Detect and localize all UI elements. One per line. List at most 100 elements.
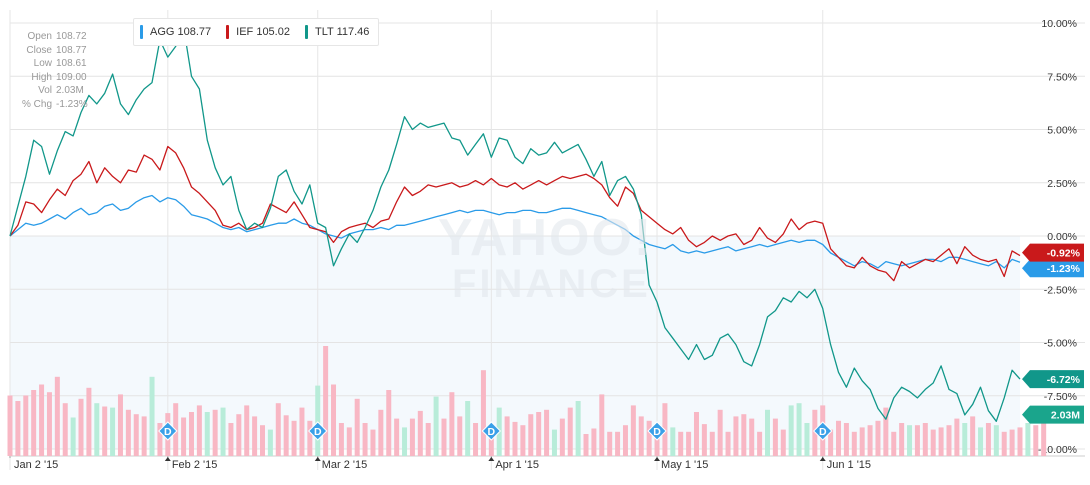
- dividend-marker: D: [308, 421, 328, 441]
- dividend-tick: [164, 457, 171, 461]
- ohlc-value: 108.72: [56, 31, 87, 42]
- volume-bar: [110, 407, 116, 456]
- watermark-yahoo: YAHOO!: [438, 209, 654, 267]
- volume-bar: [196, 405, 202, 456]
- volume-bar: [812, 409, 818, 456]
- ohlc-label: % Chg: [21, 98, 52, 110]
- volume-bar: [851, 431, 857, 456]
- legend-item-ief[interactable]: IEF 105.02: [220, 19, 299, 45]
- dividend-label: D: [164, 426, 172, 438]
- volume-bar: [62, 403, 68, 456]
- volume-bar: [291, 420, 297, 456]
- volume-bar: [244, 405, 250, 456]
- volume-bar: [607, 431, 613, 456]
- flag-ief-shape: [1022, 243, 1084, 262]
- legend-item-tlt[interactable]: TLT 117.46: [299, 19, 378, 45]
- volume-bar: [914, 425, 920, 456]
- volume-bar: [512, 421, 518, 456]
- ohlc-row-low: Low 108.61: [18, 57, 88, 71]
- ohlc-label: Open: [27, 31, 52, 42]
- volume-bar: [970, 416, 976, 456]
- y-tick-label: -10.00%: [1038, 444, 1077, 456]
- volume-bar: [1009, 429, 1015, 456]
- volume-bar: [938, 427, 944, 456]
- volume-bar: [125, 409, 131, 456]
- volume-bar: [551, 429, 557, 456]
- flag-agg-shape: [1022, 259, 1084, 278]
- volume-bar: [717, 409, 723, 456]
- volume-bar: [157, 423, 163, 456]
- volume-bar: [307, 420, 313, 456]
- volume-bar: [757, 431, 763, 456]
- volume-bar: [780, 429, 786, 456]
- volume-bar: [252, 416, 258, 456]
- ohlc-value: 2.03M: [56, 85, 84, 97]
- ohlc-value: 109.00: [56, 71, 87, 83]
- volume-bar: [133, 414, 139, 456]
- volume-bar: [583, 434, 589, 456]
- x-tick-label: May 1 '15: [661, 459, 708, 471]
- volume-bar: [54, 376, 60, 456]
- legend-label-ief: IEF 105.02: [236, 26, 290, 38]
- volume-bar: [504, 416, 510, 456]
- volume-bar: [188, 412, 194, 456]
- flag-agg-text: -1.23%: [1047, 263, 1081, 275]
- volume-bar: [1025, 423, 1031, 456]
- dividend-marker: D: [158, 421, 178, 441]
- volume-bar: [1041, 418, 1047, 456]
- ohlc-row-vol: Vol 2.03M: [18, 84, 88, 98]
- series-line-ief: [9, 145, 1021, 282]
- legend-swatch-agg: [140, 25, 143, 39]
- volume-bar: [228, 423, 234, 456]
- volume-bar: [741, 414, 747, 456]
- dividend-diamond: [158, 421, 178, 441]
- volume-bar: [370, 429, 376, 456]
- volume-bar: [331, 384, 337, 456]
- volume-bar: [457, 416, 463, 456]
- ohlc-panel: Open 108.72 Close 108.77 Low 108.61 High 109…: [18, 30, 88, 112]
- flag-volume: 2.03M: [1022, 405, 1084, 424]
- volume-bar: [23, 395, 29, 456]
- volume-bar: [907, 425, 913, 456]
- volume-bar: [709, 431, 715, 456]
- volume-bar: [465, 401, 471, 456]
- volume-bar: [520, 425, 526, 456]
- dividend-tick: [819, 457, 826, 461]
- ohlc-label: Close: [26, 44, 52, 56]
- volume-bar: [409, 418, 415, 456]
- volume-bar: [599, 394, 605, 456]
- volume-bar: [749, 418, 755, 456]
- volume-bar: [78, 398, 84, 456]
- dividend-diamond: [308, 421, 328, 441]
- volume-bar: [94, 403, 100, 456]
- volume-bar: [86, 387, 92, 456]
- ohlc-label: Low: [33, 58, 52, 70]
- volume-bar: [843, 423, 849, 456]
- legend-item-agg[interactable]: AGG 108.77: [134, 19, 220, 45]
- volume-bar: [559, 418, 565, 456]
- volume-bar: [260, 425, 265, 456]
- volume-bar: [686, 431, 692, 456]
- dividend-marker: D: [481, 421, 502, 441]
- volume-bar: [962, 423, 968, 456]
- volume-bar: [441, 418, 447, 456]
- volume-bar: [1001, 431, 1007, 456]
- volume-bar: [899, 423, 905, 456]
- volume-bar: [323, 346, 329, 456]
- dividend-label: D: [314, 426, 322, 438]
- flag-agg: -1.23%: [1022, 259, 1084, 278]
- volume-bar: [954, 418, 960, 456]
- flag-tlt-text: -6.72%: [1047, 374, 1081, 386]
- flag-ief: -0.92%: [1022, 243, 1084, 262]
- y-tick-label: 5.00%: [1047, 125, 1077, 137]
- volume-bar: [733, 416, 739, 456]
- dividend-label: D: [488, 426, 496, 438]
- ohlc-row-pct-chg: % Chg -1.23%: [18, 98, 88, 112]
- volume-bar: [1017, 427, 1023, 456]
- volume-bar: [338, 423, 344, 456]
- volume-bar: [346, 427, 352, 456]
- dividend-diamond: [481, 421, 502, 441]
- volume-bar: [449, 392, 455, 456]
- y-tick-label: 2.50%: [1047, 178, 1077, 190]
